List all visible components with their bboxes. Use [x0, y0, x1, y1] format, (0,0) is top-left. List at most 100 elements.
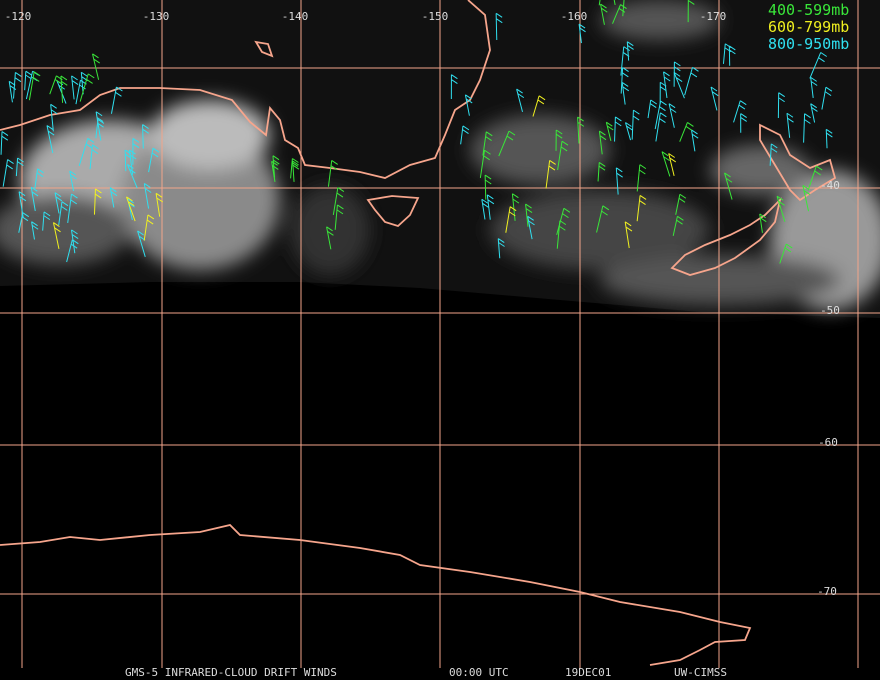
wind-barb: [661, 151, 671, 177]
wind-barb: [810, 103, 818, 123]
wind-barb: [60, 75, 68, 103]
wind-barb: [70, 229, 79, 254]
wind-barb: [614, 116, 622, 142]
lon-label: -130: [143, 10, 170, 23]
wind-barb: [759, 213, 767, 233]
wind-barb: [624, 221, 633, 249]
wind-barb: [479, 149, 491, 178]
wind-barb: [620, 67, 629, 94]
footer-time: 00:00 UTC: [449, 666, 509, 679]
wind-barb: [52, 222, 61, 249]
wind-barb: [525, 203, 533, 227]
wind-barb: [740, 113, 747, 133]
wind-barb: [679, 122, 694, 142]
wind-barb: [597, 161, 606, 182]
wind-barb: [0, 131, 9, 155]
wind-barb: [505, 206, 517, 233]
wind-barb: [495, 12, 503, 41]
wind-barb: [776, 195, 786, 222]
wind-barb: [143, 183, 152, 209]
wind-barb: [482, 131, 493, 156]
wind-barb: [613, 0, 616, 6]
wind-barb: [92, 53, 100, 80]
wind-barb: [464, 94, 473, 116]
wind-barb: [142, 124, 149, 149]
wind-barb: [621, 81, 630, 105]
wind-barb: [622, 0, 625, 17]
wind-barb: [292, 160, 300, 182]
wind-barb: [148, 147, 160, 173]
wind-barb: [578, 23, 586, 44]
legend-entry: 400-599mb: [768, 1, 849, 19]
wind-barb: [95, 119, 105, 139]
wind-barb: [71, 75, 79, 100]
lon-label: -170: [700, 10, 727, 23]
wind-barb: [631, 109, 640, 140]
wind-barb: [654, 100, 667, 130]
footer-date: 19DEC01: [565, 666, 611, 679]
lat-label: -60: [818, 436, 838, 449]
wind-barb: [290, 158, 299, 179]
wind-barb: [624, 122, 633, 141]
wind-barb: [825, 128, 833, 149]
wind-barb: [155, 192, 164, 217]
wind-barb: [684, 66, 699, 96]
wind-barb: [809, 52, 827, 79]
legend-entry: 800-950mb: [768, 35, 849, 53]
wind-barb: [545, 160, 556, 189]
wind-barb: [18, 212, 30, 233]
wind-barb: [769, 143, 778, 166]
wind-barb: [125, 196, 136, 222]
wind-barb: [636, 194, 647, 222]
wind-barb: [95, 111, 104, 141]
legend-entry: 600-799mb: [768, 18, 849, 36]
wind-barb: [31, 221, 39, 240]
wind-barb: [556, 207, 571, 236]
wind-barb: [655, 112, 667, 142]
wind-barb: [450, 74, 458, 100]
legend: 400-599mb 600-799mb 800-950mb: [768, 1, 849, 53]
wind-barb: [555, 129, 563, 151]
wind-barb: [691, 129, 699, 152]
wind-barb: [663, 71, 671, 99]
footer: GMS-5 INFRARED-CLOUD DRIFT WINDS 00:00 U…: [125, 666, 727, 679]
wind-barb: [132, 137, 140, 165]
wind-barb: [126, 164, 138, 189]
wind-barb: [786, 112, 794, 138]
wind-barb: [484, 174, 492, 200]
wind-barb: [733, 100, 747, 123]
wind-barb: [598, 0, 601, 6]
wind-barb: [673, 71, 685, 99]
latitude-labels: -40 -50 -60 -70: [817, 179, 840, 598]
wind-barb: [532, 95, 546, 117]
wind-barb: [79, 73, 95, 102]
wind-barb: [58, 201, 69, 226]
wind-barb: [13, 72, 22, 99]
wind-barb: [272, 155, 280, 178]
wind-barb: [598, 130, 607, 155]
wind-barb: [821, 86, 833, 110]
wind-barb: [675, 193, 687, 215]
wind-barb: [802, 185, 811, 212]
wind-barb: [807, 165, 823, 191]
lon-label: -120: [5, 10, 32, 23]
wind-barb: [673, 61, 681, 87]
footer-source: UW-CIMSS: [674, 666, 727, 679]
wind-barb: [18, 191, 27, 218]
wind-barb: [810, 76, 818, 98]
wind-barb: [486, 194, 495, 220]
wind-barb: [647, 99, 658, 119]
wind-barb: [124, 149, 132, 172]
wind-barb: [110, 86, 123, 114]
wind-barb: [710, 86, 719, 111]
wind-barb: [498, 130, 516, 157]
wind-barb: [668, 153, 677, 176]
wind-barb: [89, 144, 99, 170]
wind-barb: [24, 70, 33, 91]
wind-barb: [577, 116, 585, 144]
wind-barb: [557, 140, 569, 171]
wind-barbs: [0, 0, 833, 264]
wind-barb: [8, 80, 17, 103]
